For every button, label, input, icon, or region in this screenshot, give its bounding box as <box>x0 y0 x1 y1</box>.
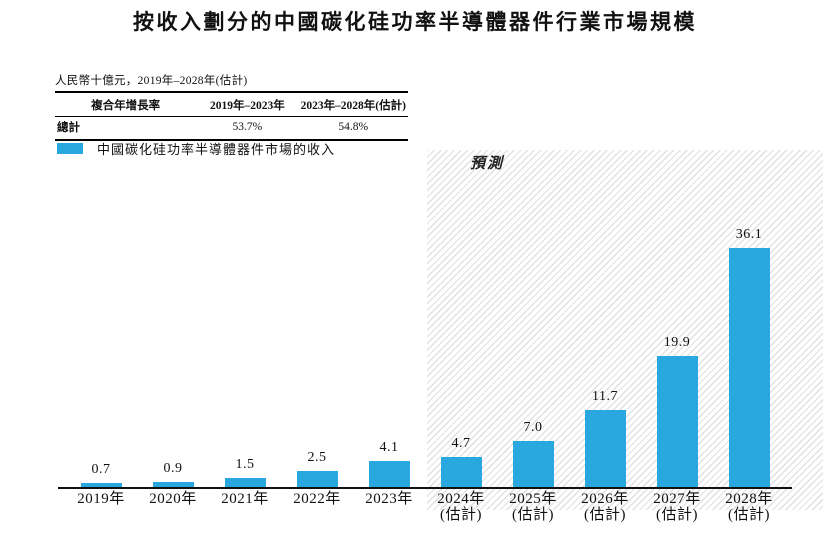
bar <box>729 248 770 488</box>
bar-value-label: 2.5 <box>307 450 327 465</box>
x-tick-label: 2020年 <box>149 491 197 507</box>
cagr-header-label: 複合年增長率 <box>91 100 161 112</box>
x-tick-label: 2026年 <box>581 491 629 507</box>
x-axis-line <box>58 487 792 489</box>
bar <box>297 471 338 488</box>
x-tick-label: 2022年 <box>293 491 341 507</box>
cagr-value-period1: 53.7% <box>232 121 263 133</box>
x-tick-note: (估計) <box>512 507 554 523</box>
bar <box>441 457 482 488</box>
bar-value-label: 11.7 <box>592 389 618 404</box>
x-tick-label: 2024年 <box>437 491 485 507</box>
legend-label: 中國碳化硅功率半導體器件市場的收入 <box>97 142 336 157</box>
bar <box>81 483 122 488</box>
bar-value-label: 0.9 <box>163 461 183 476</box>
chart-unit-note: 人民幣十億元，2019年–2028年(估計) <box>55 75 248 87</box>
cagr-table: 複合年增長率 2019年–2023年 2023年–2028年(估計) 總計 53… <box>55 91 408 141</box>
x-tick-label: 2023年 <box>365 491 413 507</box>
x-tick-label: 2019年 <box>77 491 125 507</box>
cagr-row-label: 總計 <box>57 122 80 134</box>
bar <box>585 410 626 488</box>
cagr-header-row: 複合年增長率 2019年–2023年 2023年–2028年(估計) <box>55 92 408 117</box>
cagr-value-period2: 54.8% <box>338 121 369 133</box>
x-tick-note: (估計) <box>440 507 482 523</box>
bar <box>153 482 194 488</box>
x-tick-note: (估計) <box>584 507 626 523</box>
bar-value-label: 4.7 <box>451 436 471 451</box>
forecast-label: 預測 <box>470 156 505 172</box>
bar-value-label: 1.5 <box>235 457 255 472</box>
bar-value-label: 4.1 <box>379 440 399 455</box>
bar-value-label: 7.0 <box>523 420 543 435</box>
bar-chart: 預測 0.7 2019年 0.9 2020年 1.5 2021年 2.5 2022年 4.1 20… <box>0 140 830 534</box>
bar <box>657 356 698 488</box>
bar <box>369 461 410 488</box>
legend-swatch <box>57 143 83 154</box>
bar <box>513 441 554 488</box>
legend: 中國碳化硅功率半導體器件市場的收入 <box>57 139 335 158</box>
bar <box>225 478 266 488</box>
bar-value-label: 19.9 <box>663 335 691 350</box>
table-row: 總計 53.7% 54.8% <box>55 117 408 141</box>
bar-value-label: 36.1 <box>735 227 763 242</box>
chart-title: 按收入劃分的中國碳化硅功率半導體器件行業市場規模 <box>133 10 697 34</box>
x-tick-label: 2021年 <box>221 491 269 507</box>
x-tick-note: (估計) <box>728 507 770 523</box>
cagr-header-period2: 2023年–2028年(估計) <box>300 100 406 112</box>
x-tick-label: 2027年 <box>653 491 701 507</box>
x-tick-label: 2028年 <box>725 491 773 507</box>
x-tick-note: (估計) <box>656 507 698 523</box>
x-tick-label: 2025年 <box>509 491 557 507</box>
cagr-header-period1: 2019年–2023年 <box>209 100 285 112</box>
bar-value-label: 0.7 <box>91 462 111 477</box>
